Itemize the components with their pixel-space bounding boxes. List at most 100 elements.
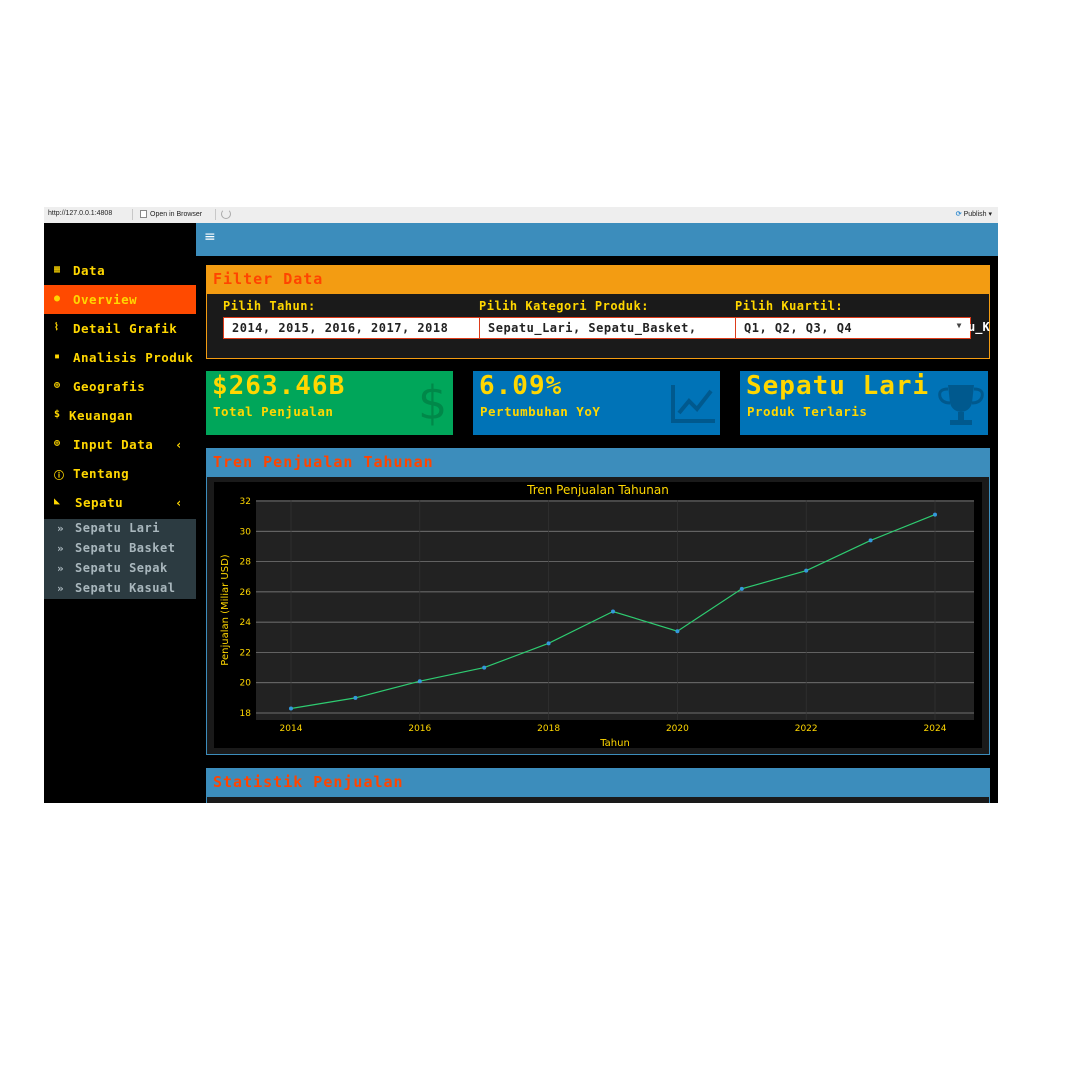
globe-icon: ⊕ bbox=[54, 380, 61, 391]
sidebar-item-label: Geografis bbox=[73, 379, 146, 394]
sales-statistics-panel: Statistik Penjualan bbox=[206, 768, 990, 803]
sidebar-item-overview[interactable]: ● Overview bbox=[44, 285, 196, 314]
sidebar-item-label: Analisis Produk bbox=[73, 350, 194, 365]
submenu-item-sepatu-lari[interactable]: » Sepatu Lari bbox=[44, 519, 196, 539]
url-text[interactable]: http://127.0.0.1:4808 bbox=[48, 210, 113, 217]
page-icon bbox=[140, 210, 147, 218]
line-chart-icon bbox=[671, 385, 715, 423]
y-tick-label: 32 bbox=[240, 497, 251, 507]
sepatu-submenu: » Sepatu Lari » Sepatu Basket » Sepatu S… bbox=[44, 519, 196, 599]
open-in-browser-button[interactable]: Open in Browser bbox=[140, 210, 202, 218]
sidebar-item-input-data[interactable]: ⊕ Input Data ‹ bbox=[44, 430, 196, 459]
sales-statistics-panel-header: Statistik Penjualan bbox=[207, 769, 989, 797]
sidebar-item-detail-grafik[interactable]: ⌇ Detail Grafik bbox=[44, 314, 196, 343]
yoy-growth-subtitle: Pertumbuhan YoY bbox=[480, 404, 601, 419]
line-chart-icon: ⌇ bbox=[54, 322, 59, 333]
submenu-item-sepatu-basket[interactable]: » Sepatu Basket bbox=[44, 539, 196, 559]
series-point[interactable] bbox=[546, 641, 551, 646]
x-tick-label: 2024 bbox=[924, 724, 947, 734]
series-point[interactable] bbox=[868, 538, 873, 543]
toolbar-divider bbox=[132, 209, 133, 220]
submenu-item-sepatu-sepak[interactable]: » Sepatu Sepak bbox=[44, 559, 196, 579]
series-point[interactable] bbox=[933, 512, 937, 517]
x-tick-label: 2016 bbox=[408, 724, 431, 734]
series-point[interactable] bbox=[611, 609, 615, 614]
y-tick-label: 22 bbox=[240, 648, 251, 658]
sidebar-item-geografis[interactable]: ⊕ Geografis bbox=[44, 372, 196, 401]
plot-area bbox=[256, 500, 974, 720]
y-tick-label: 26 bbox=[240, 588, 252, 598]
sidebar-item-keuangan[interactable]: $ Keuangan bbox=[44, 401, 196, 430]
category-select[interactable]: Sepatu_Lari, Sepatu_Basket, bbox=[479, 317, 737, 339]
plus-circle-icon: ⊕ bbox=[54, 438, 61, 449]
submenu-item-label: Sepatu Kasual bbox=[75, 581, 176, 595]
quarter-select-value: Q1, Q2, Q3, Q4 bbox=[744, 321, 853, 335]
y-tick-label: 18 bbox=[240, 709, 252, 719]
submenu-item-label: Sepatu Sepak bbox=[75, 561, 168, 575]
chart-title: Tren Penjualan Tahunan bbox=[526, 483, 669, 497]
y-tick-label: 20 bbox=[240, 679, 252, 689]
series-point[interactable] bbox=[739, 586, 744, 591]
sidebar-item-label: Detail Grafik bbox=[73, 321, 178, 336]
chevron-down-icon: ▼ bbox=[956, 321, 962, 330]
dashboard-app: ≡ ▦ Data ● Overview ⌇ Detail Grafik ▪ An… bbox=[44, 223, 998, 803]
sidebar-item-label: Overview bbox=[73, 292, 138, 307]
y-tick-label: 28 bbox=[240, 558, 252, 568]
trophy-icon bbox=[938, 385, 984, 425]
sidebar-item-label: Sepatu bbox=[75, 495, 124, 510]
publish-button[interactable]: ⟳ Publish ▾ bbox=[956, 210, 992, 218]
series-points bbox=[289, 512, 937, 711]
top-product-subtitle: Produk Terlaris bbox=[747, 404, 868, 419]
x-tick-label: 2014 bbox=[280, 724, 303, 734]
main-header: ≡ bbox=[196, 223, 998, 256]
double-chevron-right-icon: » bbox=[57, 542, 64, 555]
total-sales-subtitle: Total Penjualan bbox=[213, 404, 334, 419]
series-point[interactable] bbox=[675, 629, 680, 634]
submenu-item-label: Sepatu Basket bbox=[75, 541, 176, 555]
hamburger-menu-icon[interactable]: ≡ bbox=[204, 229, 216, 245]
double-chevron-right-icon: » bbox=[57, 562, 64, 575]
sidebar-item-data[interactable]: ▦ Data bbox=[44, 256, 196, 285]
filter-panel-header: Filter Data bbox=[207, 266, 989, 294]
x-tick-label: 2018 bbox=[537, 724, 560, 734]
y-axis-label: Penjualan (Miliar USD) bbox=[220, 554, 231, 665]
sidebar: ▦ Data ● Overview ⌇ Detail Grafik ▪ Anal… bbox=[44, 256, 196, 803]
year-select[interactable]: 2014, 2015, 2016, 2017, 2018 bbox=[223, 317, 481, 339]
sidebar-item-analisis-produk[interactable]: ▪ Analisis Produk bbox=[44, 343, 196, 372]
table-icon: ▦ bbox=[54, 264, 61, 275]
sales-statistics-panel-title: Statistik Penjualan bbox=[213, 773, 404, 791]
quarter-select[interactable]: Q1, Q2, Q3, Q4 ▼ bbox=[735, 317, 971, 339]
shoe-icon: ◣ bbox=[54, 496, 61, 507]
sidebar-item-tentang[interactable]: ⓘ Tentang bbox=[44, 459, 196, 488]
series-point[interactable] bbox=[482, 665, 487, 670]
sidebar-item-label: Data bbox=[73, 263, 106, 278]
chart-gridlines bbox=[256, 500, 974, 720]
sidebar-item-label: Tentang bbox=[73, 466, 130, 481]
x-tick-label: 2020 bbox=[666, 724, 689, 734]
sidebar-item-sepatu[interactable]: ◣ Sepatu ‹ bbox=[44, 488, 196, 517]
sales-trend-panel: Tren Penjualan Tahunan 18 20 22 24 26 28 30 32 … bbox=[206, 448, 990, 755]
series-point[interactable] bbox=[417, 679, 422, 684]
quarter-filter-label: Pilih Kuartil: bbox=[735, 299, 844, 313]
top-product-value: Sepatu Lari bbox=[746, 371, 930, 401]
series-point[interactable] bbox=[289, 706, 293, 711]
calendar-icon: ▪ bbox=[54, 351, 61, 362]
x-axis-ticks: 2014 2016 2018 2020 2022 2024 bbox=[280, 724, 947, 734]
year-select-value: 2014, 2015, 2016, 2017, 2018 bbox=[232, 321, 449, 335]
refresh-icon[interactable] bbox=[221, 209, 231, 219]
y-tick-label: 30 bbox=[240, 527, 252, 537]
series-point[interactable] bbox=[804, 568, 809, 573]
x-axis-label: Tahun bbox=[599, 738, 630, 748]
top-product-box: Sepatu Lari Produk Terlaris bbox=[740, 371, 988, 435]
submenu-item-sepatu-kasual[interactable]: » Sepatu Kasual bbox=[44, 579, 196, 599]
chevron-left-icon: ‹ bbox=[175, 437, 183, 452]
year-filter-label: Pilih Tahun: bbox=[223, 299, 316, 313]
category-filter-label: Pilih Kategori Produk: bbox=[479, 299, 649, 313]
series-point[interactable] bbox=[353, 695, 358, 700]
double-chevron-right-icon: » bbox=[57, 522, 64, 535]
y-tick-label: 24 bbox=[240, 618, 252, 628]
total-sales-value: $263.46B bbox=[212, 371, 346, 401]
double-chevron-right-icon: » bbox=[57, 582, 64, 595]
filter-panel-title: Filter Data bbox=[213, 270, 324, 288]
